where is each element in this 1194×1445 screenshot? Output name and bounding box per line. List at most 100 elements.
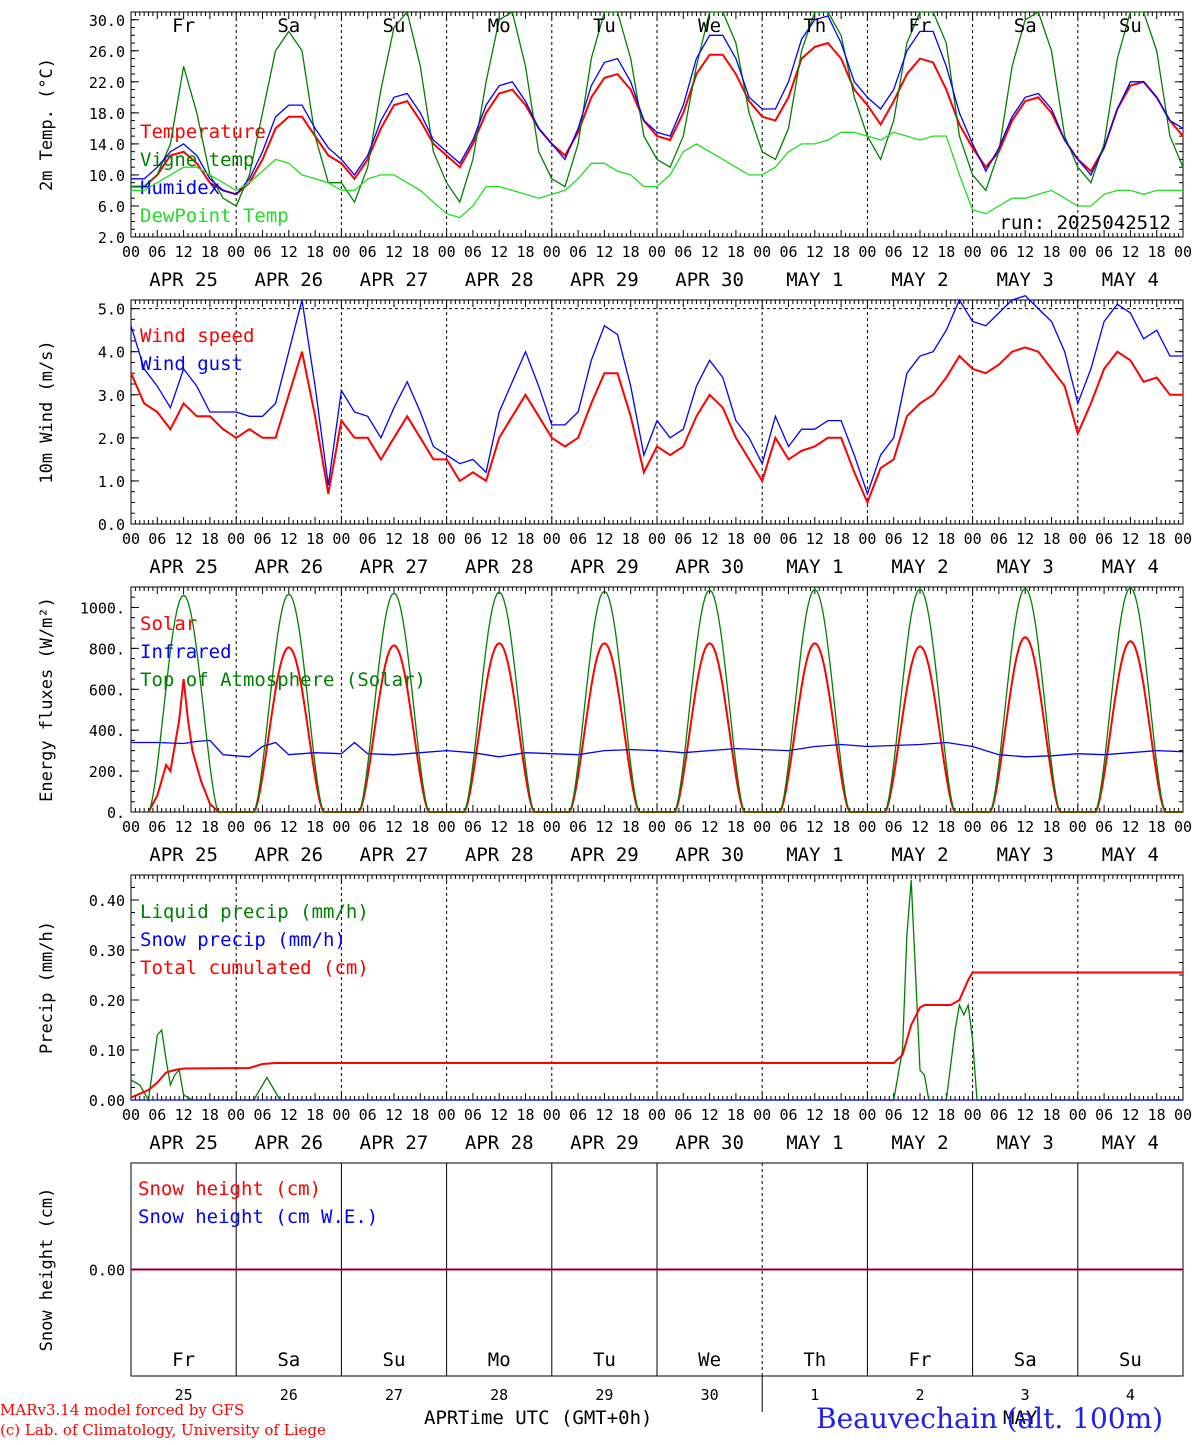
hour-tick-label: 00 bbox=[1069, 243, 1087, 261]
hour-tick-label: 12 bbox=[490, 243, 508, 261]
credit-line-2: (c) Lab. of Climatology, University of L… bbox=[0, 1421, 326, 1439]
hour-tick-label: 18 bbox=[622, 818, 640, 836]
hour-tick-label: 18 bbox=[411, 818, 429, 836]
hour-tick-label: 06 bbox=[148, 530, 166, 548]
hour-tick-label: 06 bbox=[359, 530, 377, 548]
date-label: MAY 4 bbox=[1102, 844, 1159, 866]
hour-tick-label: 06 bbox=[148, 243, 166, 261]
hour-tick-label: 00 bbox=[753, 243, 771, 261]
date-label: APR 25 bbox=[149, 1132, 218, 1154]
date-label: MAY 3 bbox=[997, 556, 1054, 578]
hour-tick-label: 18 bbox=[306, 243, 324, 261]
hour-tick-label: 12 bbox=[175, 530, 193, 548]
hour-tick-label: 00 bbox=[858, 530, 876, 548]
hour-tick-label: 00 bbox=[858, 1106, 876, 1124]
hour-tick-label: 12 bbox=[1016, 1106, 1034, 1124]
hour-tick-label: 00 bbox=[543, 530, 561, 548]
series-line-infrared bbox=[131, 739, 1184, 758]
hour-tick-label: 18 bbox=[727, 1106, 745, 1124]
date-label: MAY 4 bbox=[1102, 1132, 1159, 1154]
hour-tick-label: 06 bbox=[359, 243, 377, 261]
hour-tick-label: 06 bbox=[885, 530, 903, 548]
date-label: APR 25 bbox=[149, 556, 218, 578]
series-line-solar bbox=[147, 635, 1183, 813]
hour-tick-label: 18 bbox=[1042, 1106, 1060, 1124]
hour-tick-label: 06 bbox=[990, 243, 1008, 261]
date-label: MAY 2 bbox=[891, 269, 948, 291]
y-tick-label: 2.0 bbox=[98, 430, 125, 448]
y-tick-label: 0.0 bbox=[98, 516, 125, 534]
hour-tick-label: 12 bbox=[911, 243, 929, 261]
date-label: MAY 1 bbox=[786, 269, 843, 291]
hour-tick-label: 06 bbox=[990, 1106, 1008, 1124]
hour-tick-label: 00 bbox=[122, 1106, 140, 1124]
hour-tick-label: 18 bbox=[411, 243, 429, 261]
y-axis-label: Precip (mm/h) bbox=[37, 921, 57, 1054]
hour-tick-label: 18 bbox=[727, 818, 745, 836]
day-number-label: 1 bbox=[810, 1386, 819, 1404]
date-label: MAY 3 bbox=[997, 844, 1054, 866]
y-tick-label: 18.0 bbox=[89, 105, 125, 123]
hour-tick-label: 06 bbox=[779, 243, 797, 261]
day-number-label: 26 bbox=[280, 1386, 298, 1404]
hour-tick-label: 12 bbox=[175, 818, 193, 836]
hour-tick-label: 00 bbox=[964, 530, 982, 548]
date-label: MAY 2 bbox=[891, 844, 948, 866]
y-axis-label: 2m Temp. (°C) bbox=[37, 58, 57, 191]
hour-tick-label: 00 bbox=[438, 1106, 456, 1124]
day-number-label: 27 bbox=[385, 1386, 403, 1404]
hour-tick-label: 06 bbox=[464, 818, 482, 836]
hour-tick-label: 18 bbox=[516, 1106, 534, 1124]
hour-tick-label: 18 bbox=[1148, 530, 1166, 548]
hour-tick-label: 18 bbox=[516, 530, 534, 548]
hour-tick-label: 18 bbox=[727, 530, 745, 548]
hour-tick-label: 06 bbox=[674, 530, 692, 548]
date-label: MAY 4 bbox=[1102, 556, 1159, 578]
day-of-week-label: Th bbox=[803, 15, 826, 37]
hour-tick-label: 12 bbox=[280, 818, 298, 836]
day-of-week-label: Sa bbox=[1014, 1349, 1037, 1371]
day-of-week-label: Su bbox=[383, 15, 406, 37]
y-tick-label: 30.0 bbox=[89, 12, 125, 30]
hour-tick-label: 06 bbox=[359, 1106, 377, 1124]
hour-tick-label: 06 bbox=[990, 818, 1008, 836]
y-tick-label: 14.0 bbox=[89, 136, 125, 154]
hour-tick-label: 00 bbox=[543, 243, 561, 261]
date-label: APR 27 bbox=[360, 1132, 429, 1154]
hour-tick-label: 18 bbox=[306, 530, 324, 548]
legend-solar: Solar bbox=[140, 613, 197, 635]
day-number-label: 28 bbox=[490, 1386, 508, 1404]
hour-tick-label: 18 bbox=[201, 530, 219, 548]
hour-tick-label: 18 bbox=[727, 243, 745, 261]
series-line-wind-gust bbox=[130, 294, 1183, 496]
panel-precip: 0.00 0.10 0.20 0.30 0.40 Precip (mm/h) Liquid … bbox=[37, 874, 1192, 1154]
hour-tick-label: 12 bbox=[385, 1106, 403, 1124]
y-tick-label: 3.0 bbox=[98, 387, 125, 405]
hour-tick-label: 12 bbox=[806, 243, 824, 261]
hour-tick-label: 12 bbox=[806, 530, 824, 548]
hour-tick-label: 12 bbox=[1121, 530, 1139, 548]
day-of-week-label: Fr bbox=[172, 15, 195, 37]
hour-tick-label: 00 bbox=[438, 818, 456, 836]
hour-tick-label: 06 bbox=[779, 1106, 797, 1124]
series-line-wind-speed bbox=[130, 346, 1183, 506]
hour-tick-label: 18 bbox=[622, 530, 640, 548]
hour-tick-label: 18 bbox=[516, 818, 534, 836]
hour-tick-label: 06 bbox=[148, 818, 166, 836]
y-tick-label: 800. bbox=[89, 640, 125, 658]
hour-tick-label: 12 bbox=[280, 530, 298, 548]
hour-tick-label: 06 bbox=[148, 1106, 166, 1124]
panel-frame bbox=[130, 586, 1184, 813]
hour-tick-label: 12 bbox=[1016, 530, 1034, 548]
hour-tick-label: 06 bbox=[569, 1106, 587, 1124]
date-label: APR 30 bbox=[675, 269, 744, 291]
y-tick-label: 0.00 bbox=[89, 1092, 125, 1110]
hour-tick-label: 00 bbox=[438, 530, 456, 548]
hour-tick-label: 18 bbox=[306, 1106, 324, 1124]
hour-tick-label: 06 bbox=[990, 530, 1008, 548]
legend-wind-gust: Wind gust bbox=[140, 353, 243, 375]
date-label: MAY 1 bbox=[786, 844, 843, 866]
hour-tick-label: 06 bbox=[779, 530, 797, 548]
hour-tick-label: 00 bbox=[753, 818, 771, 836]
